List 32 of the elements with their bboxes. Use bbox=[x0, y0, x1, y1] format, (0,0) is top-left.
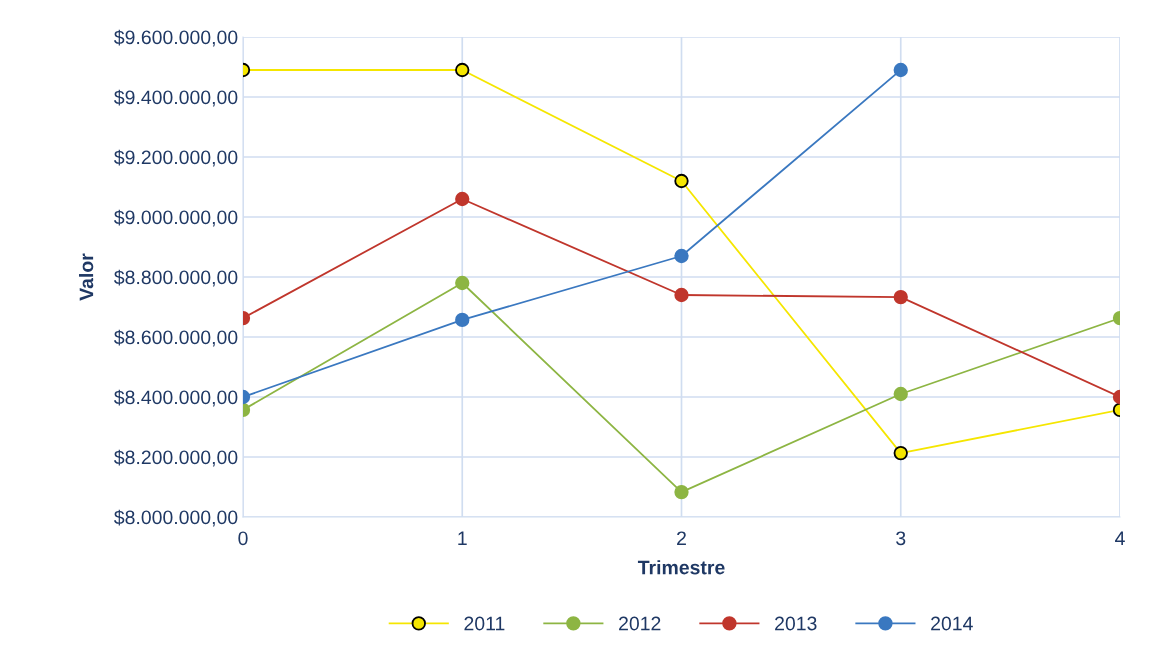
point bbox=[455, 312, 470, 328]
legend-label: 2012 bbox=[619, 616, 661, 631]
point bbox=[674, 173, 689, 189]
point bbox=[674, 287, 689, 303]
y-tick-label: $8.000.000,00 bbox=[114, 509, 238, 527]
y-tick-label: $8.600.000,00 bbox=[114, 329, 238, 347]
y-tick-label: $9.200.000,00 bbox=[114, 149, 238, 167]
x-tick-label: 2 bbox=[677, 531, 686, 545]
legend-label: 2013 bbox=[775, 616, 817, 631]
y-tick-label: $8.400.000,00 bbox=[114, 389, 238, 407]
x-tick-label: 3 bbox=[896, 531, 906, 546]
point bbox=[893, 62, 908, 78]
point bbox=[455, 275, 470, 291]
x-tick-label: 0 bbox=[238, 531, 248, 546]
point bbox=[455, 191, 470, 207]
y-tick-label: $8.200.000,00 bbox=[114, 449, 238, 467]
point bbox=[674, 484, 689, 500]
y-tick-label: $9.400.000,00 bbox=[114, 89, 238, 107]
y-axis-title: Valor bbox=[79, 253, 94, 301]
x-tick-label: 1 bbox=[458, 531, 467, 545]
y-tick-label: $9.000.000,00 bbox=[114, 209, 238, 227]
legend-label: 2011 bbox=[464, 616, 505, 631]
x-tick-label: 4 bbox=[1115, 531, 1125, 545]
point bbox=[674, 248, 689, 264]
legend-label: 2014 bbox=[931, 616, 973, 631]
point bbox=[893, 289, 908, 305]
x-axis-title: Trimestre bbox=[637, 560, 725, 575]
y-tick-label: $9.600.000,00 bbox=[114, 29, 238, 47]
point bbox=[455, 62, 470, 78]
point bbox=[893, 386, 908, 402]
point bbox=[893, 445, 908, 461]
y-tick-label: $8.800.000,00 bbox=[114, 269, 238, 287]
